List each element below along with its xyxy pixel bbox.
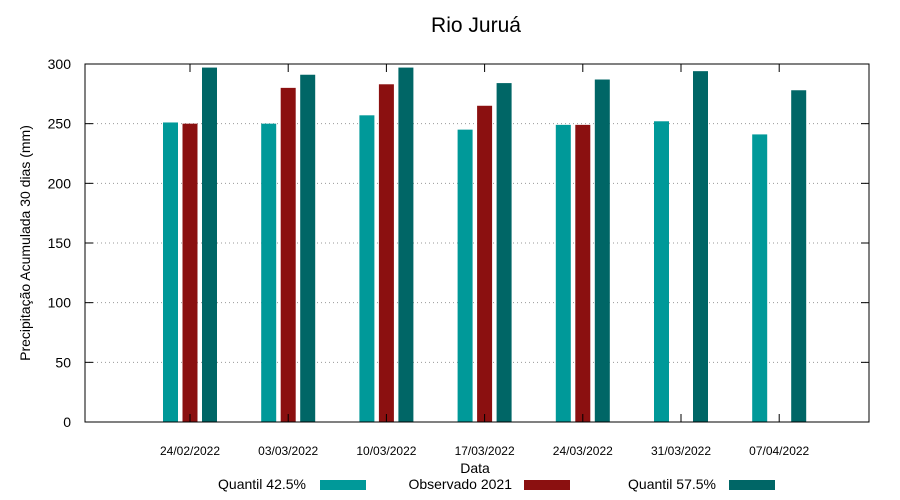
bar-3-3	[398, 67, 414, 422]
bar-3-7	[791, 90, 807, 423]
bar-3-5	[594, 79, 610, 422]
y-axis-label: Precipitação Acumulada 30 dias (mm)	[17, 125, 33, 361]
y-tick-label: 200	[48, 175, 72, 191]
legend-swatch-1	[320, 480, 366, 490]
x-tick-label: 07/04/2022	[749, 444, 809, 458]
bars	[163, 67, 807, 423]
bar-1-5	[555, 124, 571, 423]
x-tick-label: 10/03/2022	[356, 444, 416, 458]
bar-3-4	[496, 83, 512, 423]
x-axis-ticks: 24/02/2022 03/03/2022 10/03/2022 17/03/2022…	[160, 64, 810, 458]
y-tick-label: 250	[48, 116, 72, 132]
bar-1-7	[752, 134, 768, 422]
legend-swatch-3	[729, 480, 775, 490]
chart-title: Rio Juruá	[431, 14, 521, 37]
legend-label-2: Observado 2021	[408, 476, 512, 492]
x-tick-label: 17/03/2022	[455, 444, 515, 458]
x-tick-label: 31/03/2022	[651, 444, 711, 458]
legend: Quantil 42.5% Observado 2021 Quantil 57.5%	[218, 476, 775, 492]
bar-1-4	[457, 129, 473, 422]
x-tick-label: 24/03/2022	[553, 444, 613, 458]
x-tick-label: 24/02/2022	[160, 444, 220, 458]
bar-3-1	[202, 67, 217, 422]
bar-1-6	[654, 121, 669, 422]
legend-swatch-2	[524, 480, 570, 490]
bar-1-3	[359, 115, 375, 423]
legend-label-1: Quantil 42.5%	[218, 476, 306, 492]
y-axis-ticks: 0 50 100 150 200 250 300	[48, 56, 869, 430]
legend-label-3: Quantil 57.5%	[628, 476, 716, 492]
x-tick-label: 03/03/2022	[258, 444, 318, 458]
x-axis-label: Data	[460, 460, 490, 476]
bar-2-4	[477, 105, 493, 423]
bar-2-1	[182, 123, 198, 423]
y-tick-label: 100	[48, 295, 72, 311]
bar-1-2	[261, 123, 277, 423]
y-tick-label: 50	[55, 354, 71, 370]
bar-3-6	[693, 71, 708, 422]
bar-1-1	[163, 122, 178, 423]
bar-2-2	[280, 87, 296, 422]
bar-2-3	[378, 84, 394, 422]
grid-lines	[85, 123, 869, 363]
y-tick-label: 0	[63, 414, 71, 430]
y-tick-label: 150	[48, 235, 72, 251]
bar-3-2	[300, 74, 316, 423]
bar-2-5	[575, 124, 591, 423]
y-tick-label: 300	[48, 56, 72, 72]
